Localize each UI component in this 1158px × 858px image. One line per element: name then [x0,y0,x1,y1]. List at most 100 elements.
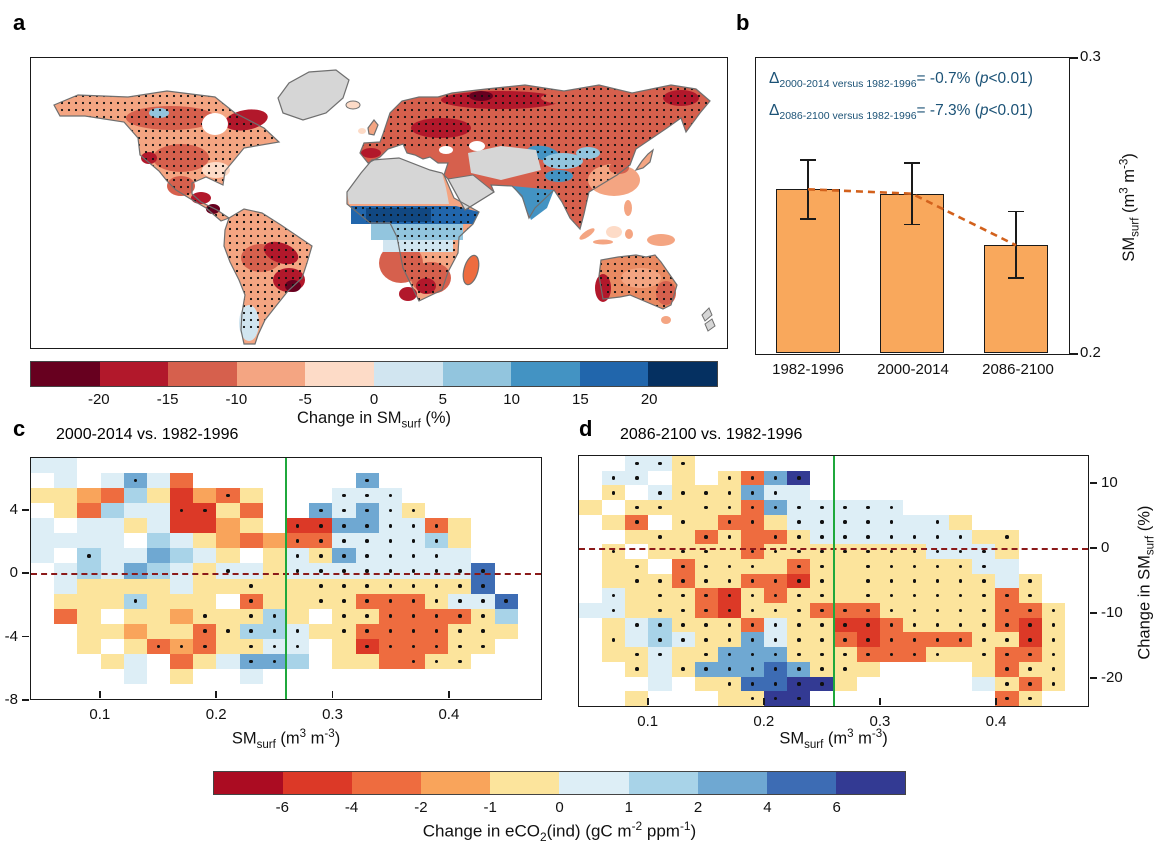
heatmap-cell [995,691,1019,706]
heatmap-cell [471,638,495,654]
heatmap-cell [54,608,78,624]
heatmap-cell [54,578,78,594]
heatmap-cell [1065,559,1088,574]
heatmap-cell [401,548,426,564]
heatmap-cell [972,603,996,618]
heatmap-cell [495,473,518,488]
heatmap-cell [193,473,216,488]
d-ylabel-right: Change in SMsurf (%) [1135,505,1157,660]
colorbar-tick-label: -2 [414,799,428,816]
heatmap-cell [1065,603,1088,618]
heatmap-cell [764,676,788,692]
heatmap-cell [903,500,926,515]
heatmap-cell [1041,617,1065,633]
x-tickmark [215,691,218,698]
heatmap-cell [972,647,996,662]
heatmap-cell [77,654,100,669]
error-bar-stem [807,159,809,219]
heatmap-cell [495,548,518,563]
heatmap-cell [518,503,541,518]
heatmap-cell [518,518,541,533]
heatmap-cell [856,573,880,589]
heatmap-cell [309,458,332,473]
heatmap-d [578,455,1089,707]
y-tick-label: 4 [9,500,18,518]
heatmap-cell [494,593,518,609]
heatmap-cell [671,470,695,486]
heatmap-cell [740,691,765,706]
heatmap-cell [625,500,649,515]
heatmap-cell [671,514,695,530]
heatmap-cell [123,578,147,594]
heatmap-cell [810,485,833,500]
heatmap-cell [309,639,332,654]
heatmap-cell [31,563,54,578]
heatmap-cell [949,514,973,530]
heatmap-cell [425,578,449,594]
heatmap-cell [193,563,217,579]
heatmap-cell [902,603,927,618]
heatmap-cell [401,638,426,654]
heatmap-cell [1019,471,1042,486]
error-bar-cap [1008,276,1024,279]
heatmap-cell [857,456,880,471]
heatmap-cell [355,548,379,564]
heatmap-cell [77,593,101,609]
heatmap-cell [787,470,811,486]
heatmap-cell [379,473,402,488]
x-tick-label: 0.4 [985,713,1007,730]
heatmap-cell [402,473,425,488]
heatmap-cell [448,503,471,518]
heatmap-cell [31,609,54,624]
y-tick-label: -4 [4,627,18,645]
heatmap-cell [602,573,626,589]
heatmap-cell [146,503,171,519]
heatmap-cell [332,653,356,669]
heatmap-cell [1065,515,1088,530]
y-tickmark [1090,482,1097,484]
heatmap-cell [995,456,1018,471]
heatmap-cell [833,514,857,530]
heatmap-cell [239,518,263,534]
heatmap-cell [193,488,217,504]
heatmap-cell [495,503,518,518]
heatmap-cell [379,458,402,473]
heatmap-cell [471,473,494,488]
heatmap-cell [286,488,309,503]
heatmap-cell [810,647,834,662]
heatmap-cell [54,548,77,563]
heatmap-cell [285,548,310,564]
error-bar-stem [1015,211,1017,278]
heatmap-cell [100,578,124,594]
heatmap-cell [123,638,147,654]
heatmap-cell [239,533,263,549]
heatmap-cell [579,662,602,677]
panel-c-title: 2000-2014 vs. 1982-1996 [56,426,239,443]
heatmap-cell [193,653,217,669]
heatmap-cell [54,654,77,669]
heatmap-cell [1065,647,1088,662]
heatmap-cell [425,684,448,699]
colorbar-segment [579,362,649,386]
heatmap-cell [1018,573,1042,589]
heatmap-cell [1018,617,1042,633]
heatmap-cell [332,488,356,504]
heatmap-cell [425,623,449,639]
heatmap-cell [193,548,217,564]
colorbar-segment [766,772,836,794]
heatmap-cell [926,573,950,589]
heatmap-cell [425,593,449,609]
heatmap-cell [810,514,834,530]
x-tick-label: 0.3 [869,713,891,730]
heatmap-cell [100,503,124,519]
heatmap-cell [448,533,472,549]
heatmap-cell [672,677,695,692]
heatmap-cell [54,624,77,639]
heatmap-cell [949,677,972,692]
heatmap-cell [857,691,880,706]
y-tickmark [22,509,29,511]
heatmap-cell [740,500,765,515]
heatmap-cell [579,618,602,633]
heatmap-cell [764,603,788,618]
heatmap-cell [1065,691,1088,706]
